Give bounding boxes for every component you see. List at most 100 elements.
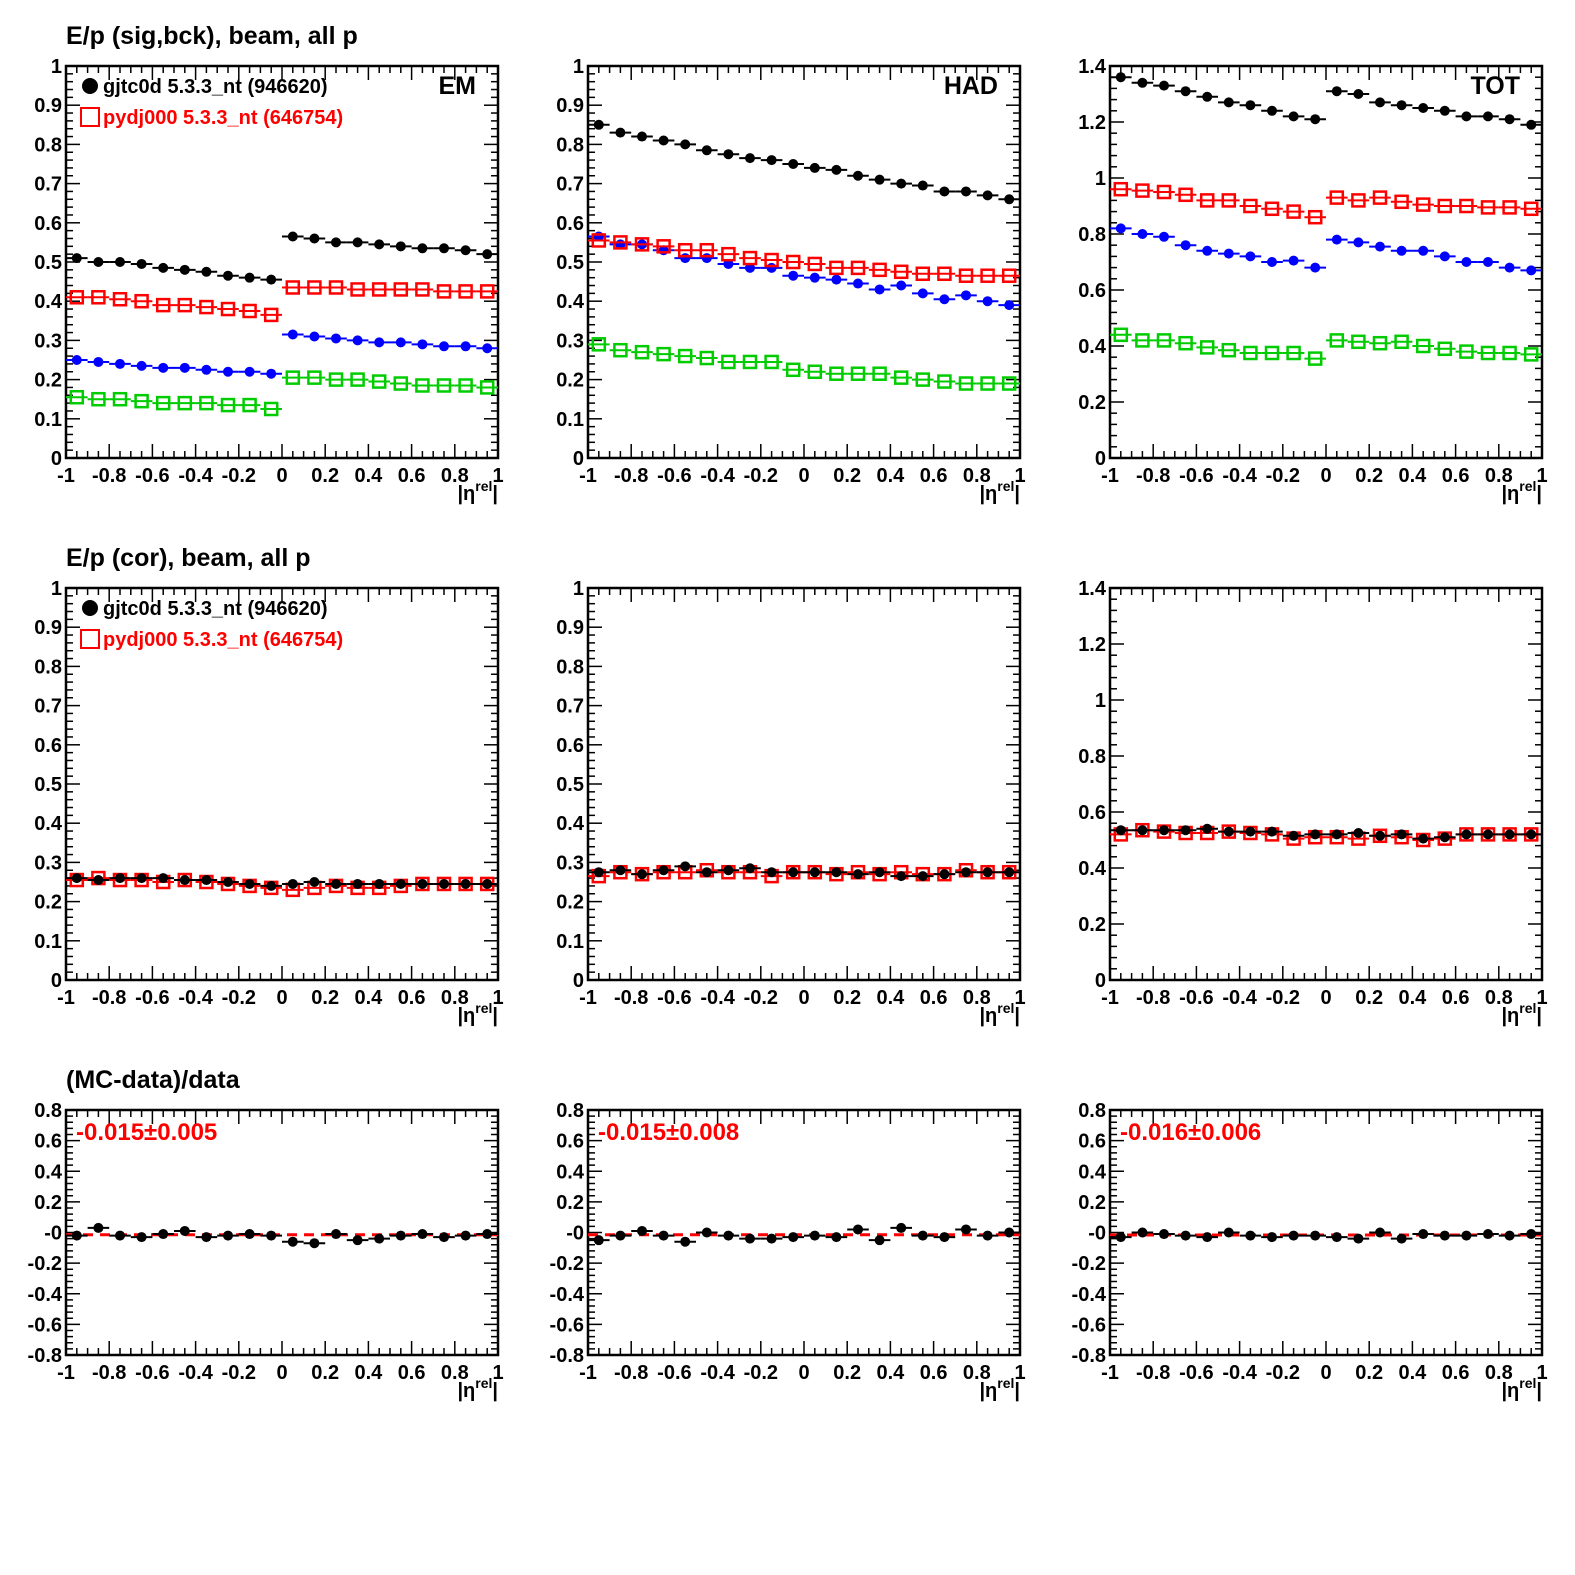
data-point-open-square (1394, 194, 1409, 210)
data-point-filled-circle (158, 1229, 169, 1240)
data-point-filled-circle (896, 280, 907, 291)
data-point-filled-circle (1202, 1232, 1213, 1243)
data-point-filled-circle (1223, 97, 1234, 108)
data-point-filled-circle (1504, 1230, 1515, 1241)
x-tick-label: 0.8 (441, 1362, 469, 1384)
x-tick-label: 0.4 (1398, 465, 1427, 487)
row-title-2: E/p (cor), beam, all p (66, 544, 311, 572)
data-point-open-square (220, 301, 236, 317)
x-tick-label: 1 (1014, 987, 1025, 1009)
data-point-open-square (829, 366, 844, 381)
x-tick-label: 0 (276, 465, 287, 487)
x-tick-label: -0.6 (135, 1362, 169, 1384)
x-tick-label: -1 (579, 465, 597, 487)
panel-tot-row1: -1 -0.8 -0.6 -0.4 -0.2 0 0.2 0.4 0.6 0.8 1|ηrel|00… (1078, 56, 1547, 505)
data-point-filled-circle (809, 1230, 820, 1241)
x-tick-label: 0.2 (1355, 465, 1383, 487)
data-point-filled-circle (1418, 1229, 1429, 1240)
x-axis-title-main: |η (457, 483, 475, 505)
data-point-filled-circle (1526, 265, 1537, 276)
data-point-filled-circle (352, 335, 363, 346)
y-tick-label: 1.2 (1078, 112, 1106, 134)
x-tick-label: -0.4 (700, 1362, 735, 1384)
data-point-filled-circle (439, 1232, 449, 1243)
data-point-filled-circle (766, 155, 777, 166)
data-point-open-square (307, 370, 322, 385)
x-tick-label: -0.2 (1266, 465, 1300, 487)
data-point-filled-circle (244, 1229, 255, 1240)
data-point-filled-circle (417, 878, 428, 889)
fit-result-text: -0.015±0.005 (76, 1119, 217, 1146)
data-point-filled-circle (896, 1222, 907, 1233)
x-tick-label: 0.4 (876, 987, 905, 1009)
data-point-open-square (263, 401, 279, 417)
data-point-filled-circle (1310, 829, 1321, 840)
x-tick-label: 1 (492, 465, 503, 487)
x-axis-title: |ηrel| (457, 1375, 498, 1402)
x-axis-title: |ηrel| (457, 1000, 498, 1027)
y-tick-label: 0 (573, 970, 584, 992)
data-point-filled-circle (223, 1230, 233, 1241)
y-tick-label: 0.7 (34, 696, 62, 718)
x-tick-label: -1 (579, 1362, 597, 1384)
data-point-filled-circle (680, 139, 691, 150)
data-point-filled-circle (593, 867, 604, 878)
x-tick-label: 0.6 (398, 1362, 426, 1384)
data-point-open-square (1480, 345, 1496, 361)
panel-label-had: HAD (944, 72, 998, 100)
data-point-filled-circle (71, 355, 82, 365)
data-point-filled-circle (917, 288, 928, 299)
y-tick-label: -0.6 (1072, 1314, 1106, 1336)
fit-result-text: -0.015±0.008 (598, 1119, 739, 1146)
data-point-filled-circle (615, 1230, 626, 1241)
data-point-filled-circle (917, 871, 928, 882)
x-tick-label: 0.8 (963, 1362, 991, 1384)
data-point-filled-circle (1526, 829, 1537, 840)
data-point-filled-circle (1245, 251, 1256, 262)
data-point-open-square (591, 233, 607, 248)
data-point-filled-circle (1483, 1229, 1493, 1240)
data-point-filled-circle (1180, 1230, 1191, 1241)
y-tick-label: 0.8 (556, 1100, 584, 1122)
x-axis-title-end: | (492, 483, 498, 505)
y-tick-label: 0.2 (1078, 914, 1106, 936)
data-point-filled-circle (223, 366, 233, 377)
data-point-filled-circle (701, 867, 712, 878)
data-point-filled-circle (1375, 97, 1385, 108)
y-tick-label: 0.5 (34, 252, 62, 274)
data-point-filled-circle (309, 233, 320, 244)
data-point-filled-circle (1159, 1229, 1169, 1240)
x-tick-label: 0.6 (398, 987, 426, 1009)
data-point-open-square (634, 344, 650, 360)
data-point-filled-circle (1439, 1230, 1450, 1241)
data-point-filled-circle (982, 1230, 993, 1241)
data-point-open-square (1480, 200, 1496, 215)
y-tick-label: 0.6 (556, 735, 584, 757)
x-tick-label: 1 (1536, 1362, 1547, 1384)
data-point-open-square (980, 268, 995, 283)
y-tick-label: 0.3 (34, 852, 62, 874)
data-point-filled-circle (460, 878, 471, 889)
y-tick-label: 0.8 (34, 134, 62, 156)
data-point-filled-circle (1267, 826, 1277, 837)
data-point-open-square (1264, 345, 1280, 361)
data-point-open-square (721, 354, 736, 370)
data-point-filled-circle (1396, 1233, 1407, 1244)
data-point-open-square (1156, 184, 1172, 200)
data-point-filled-circle (766, 262, 777, 273)
x-axis-title-end: | (1536, 483, 1542, 505)
data-point-filled-circle (939, 1232, 950, 1243)
data-point-filled-circle (1353, 828, 1364, 838)
x-tick-label: 0 (798, 465, 809, 487)
panel-em-row1: -1 -0.8 -0.6 -0.4 -0.2 0 0.2 0.4 0.6 0.8 1|ηrel|00… (34, 56, 503, 505)
x-axis-title-sup: rel (997, 478, 1014, 494)
data-point-filled-circle (788, 867, 799, 878)
data-point-open-square (393, 376, 409, 391)
y-tick-label: 1.4 (1078, 578, 1107, 600)
y-tick-label: 0.6 (556, 213, 584, 235)
data-point-open-square (199, 299, 214, 315)
data-point-filled-circle (395, 337, 406, 348)
x-axis-title-main: |η (1501, 483, 1519, 505)
data-point-filled-circle (201, 875, 212, 886)
data-point-filled-circle (1331, 1232, 1342, 1243)
